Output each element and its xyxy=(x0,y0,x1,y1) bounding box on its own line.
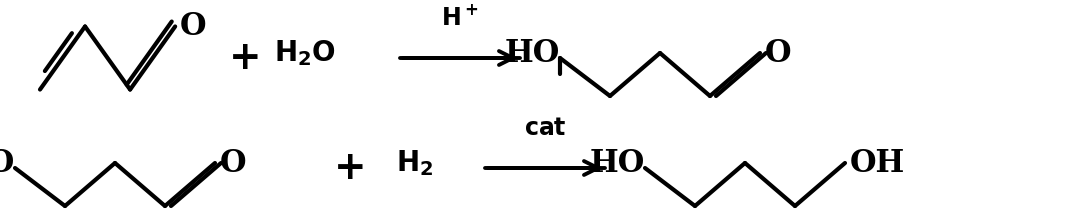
Text: O: O xyxy=(220,147,246,178)
Text: O: O xyxy=(765,37,791,68)
Text: $\mathbf{H_2}$: $\mathbf{H_2}$ xyxy=(396,148,434,178)
Text: +: + xyxy=(229,39,261,77)
Text: OH: OH xyxy=(850,147,905,178)
Text: $\mathbf{H_2O}$: $\mathbf{H_2O}$ xyxy=(274,38,336,68)
Text: HO: HO xyxy=(590,147,645,178)
Text: HO: HO xyxy=(504,37,560,68)
Text: $\mathbf{cat}$: $\mathbf{cat}$ xyxy=(524,116,567,140)
Text: $\mathbf{H^+}$: $\mathbf{H^+}$ xyxy=(441,5,479,30)
Text: HO: HO xyxy=(0,147,15,178)
Text: O: O xyxy=(180,11,207,42)
Text: +: + xyxy=(334,149,366,187)
